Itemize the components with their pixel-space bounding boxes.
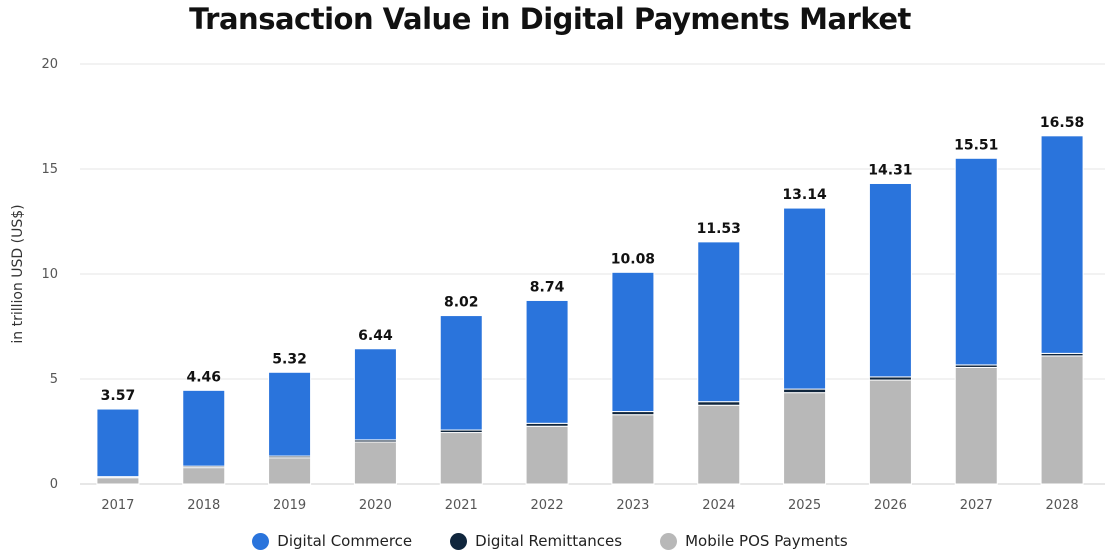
- bar-total-label: 4.46: [186, 369, 221, 385]
- y-tick-label: 5: [50, 372, 58, 387]
- legend-label: Digital Remittances: [475, 532, 623, 550]
- bar-total-label: 5.32: [272, 351, 307, 367]
- y-axis-title: in trillion USD (US$): [10, 204, 26, 343]
- legend-item-digital-remittances[interactable]: Digital Remittances: [450, 532, 622, 550]
- bar-segment-digital-commerce[interactable]: [954, 157, 998, 366]
- legend-label: Digital Commerce: [277, 532, 413, 550]
- x-tick-label: 2028: [1046, 498, 1079, 513]
- bar-total-label: 8.74: [530, 279, 565, 295]
- bar-segment-digital-commerce[interactable]: [182, 389, 226, 467]
- bar-segment-digital-commerce[interactable]: [525, 299, 569, 424]
- labels-layer: 3.57 2017 4.46 2018 5.32 2019 6.44 2020 8.02 2021…: [101, 115, 1085, 513]
- y-tick-label: 15: [41, 162, 58, 177]
- bar-segment-mobile-pos-payments[interactable]: [868, 379, 912, 485]
- bar-segment-digital-commerce[interactable]: [268, 371, 312, 457]
- bar-total-label: 11.53: [697, 221, 741, 237]
- bar-total-label: 16.58: [1040, 115, 1084, 131]
- bar-total-label: 3.57: [101, 388, 136, 404]
- x-tick-label: 2018: [187, 498, 220, 513]
- bar-segment-digital-commerce[interactable]: [1040, 135, 1084, 354]
- bar-segment-mobile-pos-payments[interactable]: [954, 366, 998, 485]
- y-tick-label: 20: [41, 57, 58, 72]
- bar-segment-digital-remittances[interactable]: [783, 388, 827, 394]
- bar-segment-mobile-pos-payments[interactable]: [525, 425, 569, 485]
- bar-total-label: 13.14: [782, 187, 827, 203]
- x-tick-label: 2025: [788, 498, 821, 513]
- bar-segment-mobile-pos-payments[interactable]: [697, 404, 741, 485]
- legend-dot-icon: [252, 532, 270, 550]
- legend-dot-icon: [450, 532, 468, 550]
- y-tick-label: 0: [50, 477, 58, 492]
- x-tick-label: 2027: [960, 498, 993, 513]
- x-tick-label: 2017: [101, 498, 134, 513]
- x-tick-label: 2022: [531, 498, 564, 513]
- bar-chart: 0 5 10 15 20 3.57 2017 4.46 2018 5.32 2019 6.44 202…: [10, 57, 1105, 513]
- bar-total-label: 15.51: [954, 137, 998, 153]
- chart-title: Transaction Value in Digital Payments Ma…: [189, 2, 911, 36]
- grid-layer: 0 5 10 15 20: [41, 57, 1105, 492]
- x-tick-label: 2019: [273, 498, 306, 513]
- x-tick-label: 2020: [359, 498, 392, 513]
- bar-segment-digital-commerce[interactable]: [353, 348, 397, 441]
- bar-segment-digital-commerce[interactable]: [868, 182, 912, 378]
- bar-total-label: 14.31: [868, 162, 912, 178]
- bar-segment-digital-commerce[interactable]: [783, 207, 827, 390]
- bar-segment-digital-commerce[interactable]: [611, 271, 655, 413]
- legend: Digital Commerce Digital Remittances Mobil…: [0, 532, 1100, 550]
- bar-total-label: 8.02: [444, 295, 479, 311]
- bar-segment-digital-remittances[interactable]: [697, 401, 741, 406]
- y-tick-label: 10: [41, 267, 58, 282]
- bar-segment-mobile-pos-payments[interactable]: [96, 477, 140, 485]
- bar-segment-mobile-pos-payments[interactable]: [182, 467, 226, 485]
- x-tick-label: 2021: [445, 498, 478, 513]
- bar-segment-mobile-pos-payments[interactable]: [353, 441, 397, 485]
- x-tick-label: 2024: [702, 498, 735, 513]
- x-tick-label: 2023: [616, 498, 649, 513]
- bar-segment-mobile-pos-payments[interactable]: [783, 392, 827, 485]
- bar-segment-mobile-pos-payments[interactable]: [268, 457, 312, 485]
- legend-label: Mobile POS Payments: [685, 532, 848, 550]
- bar-segment-mobile-pos-payments[interactable]: [611, 414, 655, 485]
- legend-item-digital-commerce[interactable]: Digital Commerce: [252, 532, 412, 550]
- bar-segment-digital-commerce[interactable]: [697, 241, 741, 403]
- bar-total-label: 6.44: [358, 328, 393, 344]
- legend-dot-icon: [660, 532, 678, 550]
- bar-segment-mobile-pos-payments[interactable]: [1040, 355, 1084, 485]
- bar-segment-digital-commerce[interactable]: [96, 408, 140, 478]
- bars-layer: [96, 135, 1084, 485]
- legend-item-mobile-pos-payments[interactable]: Mobile POS Payments: [660, 532, 848, 550]
- bar-total-label: 10.08: [611, 251, 655, 267]
- bar-segment-mobile-pos-payments[interactable]: [439, 432, 483, 485]
- x-tick-label: 2026: [874, 498, 907, 513]
- bar-segment-digital-commerce[interactable]: [439, 315, 483, 431]
